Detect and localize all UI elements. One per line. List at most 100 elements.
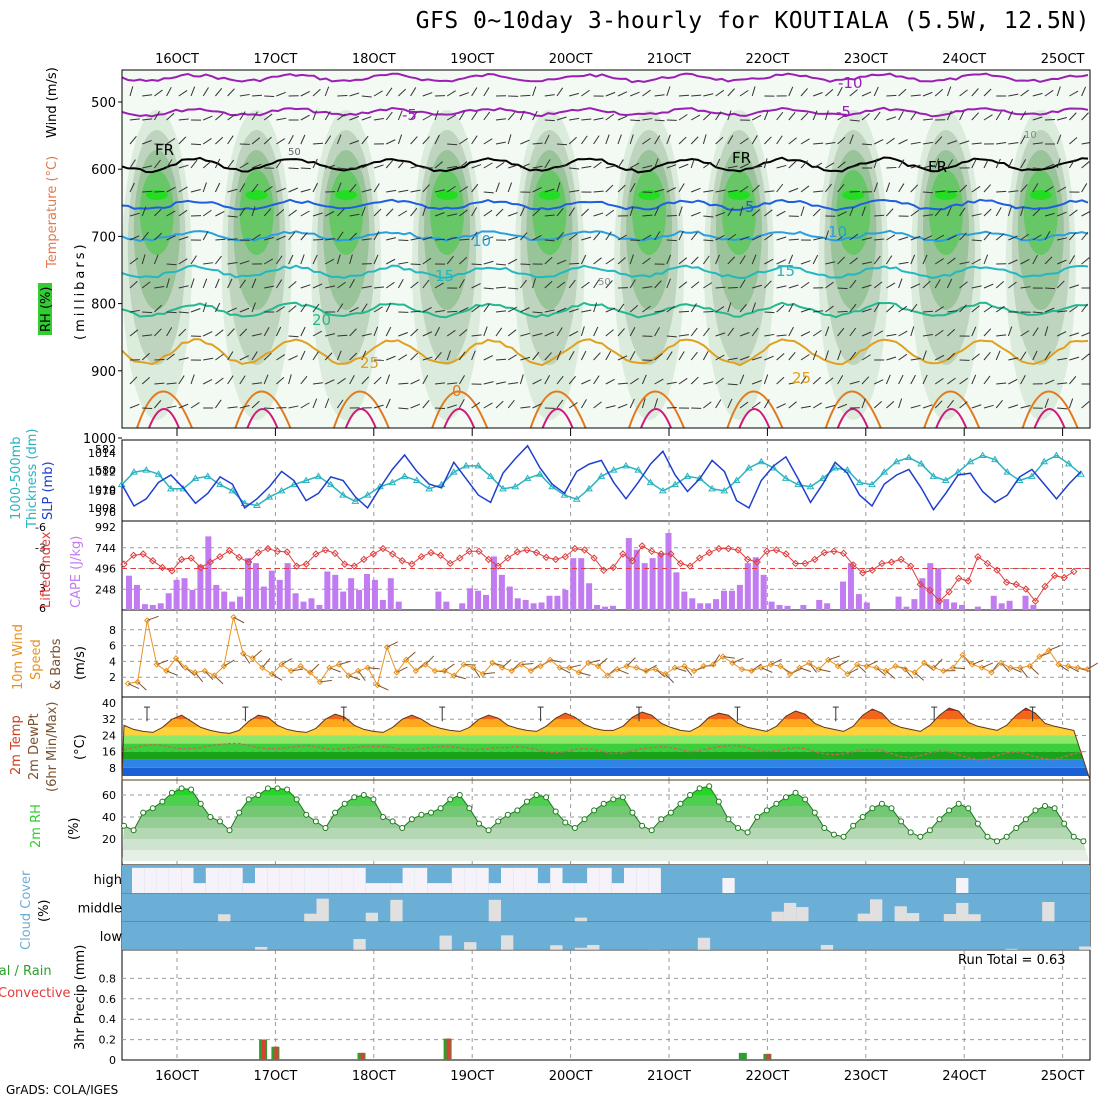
wind-barb	[654, 94, 665, 97]
wind-barb	[703, 190, 714, 193]
wind-barb	[239, 375, 246, 385]
wind-barb	[227, 88, 235, 97]
wind-barb	[434, 134, 440, 145]
wind-barb	[300, 402, 310, 409]
wind-barb	[349, 374, 355, 385]
chart-title: GFS 0~10day 3-hourly for KOUTIALA (5.5W,…	[415, 8, 1090, 34]
wind-barb	[1008, 404, 1019, 409]
thickness-point	[1003, 468, 1012, 475]
lifted-index-point	[1012, 580, 1020, 589]
wind-barb	[142, 94, 153, 97]
wind-barb	[422, 356, 433, 361]
wind-barb	[971, 112, 979, 121]
ylabel-2m-dewpt: 2m DewPt	[27, 713, 42, 780]
wind-barb	[483, 209, 493, 217]
wind-barb	[520, 163, 530, 169]
wind-barb-10m	[405, 651, 416, 661]
cloud-cell	[906, 913, 920, 922]
wind-barb	[727, 256, 736, 265]
wind-barb	[422, 375, 429, 385]
wind-barb	[995, 281, 1005, 289]
wind-barb	[1056, 331, 1067, 337]
wind-barb	[739, 185, 749, 193]
wind-barb	[934, 306, 944, 313]
wind-barb	[800, 260, 811, 265]
wind-barb	[763, 399, 770, 409]
cape-bar	[205, 536, 212, 610]
wind-barb	[288, 187, 298, 193]
wind-barb	[800, 354, 810, 361]
wind-barb	[593, 117, 604, 121]
wind-barb	[483, 162, 493, 169]
wind-barb	[239, 404, 250, 409]
wind-barb	[751, 114, 762, 121]
wind-barb	[434, 161, 443, 169]
wind-barb	[983, 88, 992, 97]
contour-label: 50	[288, 147, 301, 158]
wind-barb	[227, 135, 234, 145]
wind-barb	[337, 113, 346, 121]
lifted-index-point	[1070, 567, 1078, 576]
wind-barb	[873, 255, 881, 265]
cloud-cell	[242, 883, 255, 894]
rh-point	[284, 786, 291, 793]
wind-barb	[239, 183, 246, 193]
wind-barb	[1032, 167, 1043, 170]
wind-barb	[605, 257, 615, 265]
wind-barb	[385, 281, 395, 289]
wind-barb	[764, 311, 775, 314]
cloud-cell	[894, 906, 907, 922]
precip-convective-bar	[360, 1052, 365, 1060]
wind-barb	[873, 111, 881, 121]
wind-barb	[898, 353, 908, 361]
cloud-cell	[414, 867, 428, 894]
wind-barb	[276, 235, 286, 241]
wind-barb	[922, 404, 933, 409]
wind-barb	[788, 86, 794, 97]
cloud-cell	[968, 914, 981, 922]
wind-barb	[983, 328, 992, 337]
wind-barb	[1008, 259, 1018, 265]
wind-barb	[971, 142, 982, 145]
wind-speed-point	[230, 613, 237, 621]
wind-speed-point	[1017, 664, 1024, 671]
wind-barb	[386, 237, 397, 241]
wind-barb	[751, 327, 759, 337]
wind-barb	[788, 401, 797, 409]
cape-lifted-index-panel	[120, 533, 1090, 610]
wind-barb	[349, 254, 353, 265]
precip-total-bar	[738, 1052, 747, 1060]
rh-point	[763, 807, 770, 814]
wind-barb	[910, 358, 921, 361]
wind-barb	[1057, 237, 1068, 241]
wind-barb	[166, 278, 170, 289]
lifted-index-point	[676, 559, 685, 568]
wind-barb	[397, 134, 403, 145]
wind-barb	[654, 398, 659, 409]
wind-barb	[544, 214, 555, 217]
rh-point	[773, 800, 780, 807]
contour-30	[332, 390, 390, 428]
wind-barb	[654, 327, 660, 337]
wind-barb	[593, 212, 604, 217]
wind-barb	[861, 261, 872, 265]
wind-barb	[617, 115, 628, 121]
rh-point	[792, 789, 799, 796]
wind-barb	[1020, 405, 1031, 409]
cloud-cell	[230, 867, 243, 894]
rh-point	[610, 796, 617, 803]
wind-barb	[849, 351, 857, 361]
wind-barb	[1056, 280, 1065, 289]
wind-barb-10m	[521, 663, 534, 666]
wind-barb	[276, 117, 287, 121]
wind-barb	[532, 351, 540, 361]
thickness-point	[609, 466, 618, 473]
wind-barb-10m	[684, 665, 693, 676]
rh-point	[869, 805, 876, 812]
ylabel-speed: Speed	[29, 639, 44, 680]
wind-barb-10m	[281, 658, 293, 665]
wind-barb	[617, 159, 624, 169]
rh-point	[312, 818, 319, 825]
contour-label: -5	[402, 106, 417, 124]
rh-point	[687, 792, 694, 798]
